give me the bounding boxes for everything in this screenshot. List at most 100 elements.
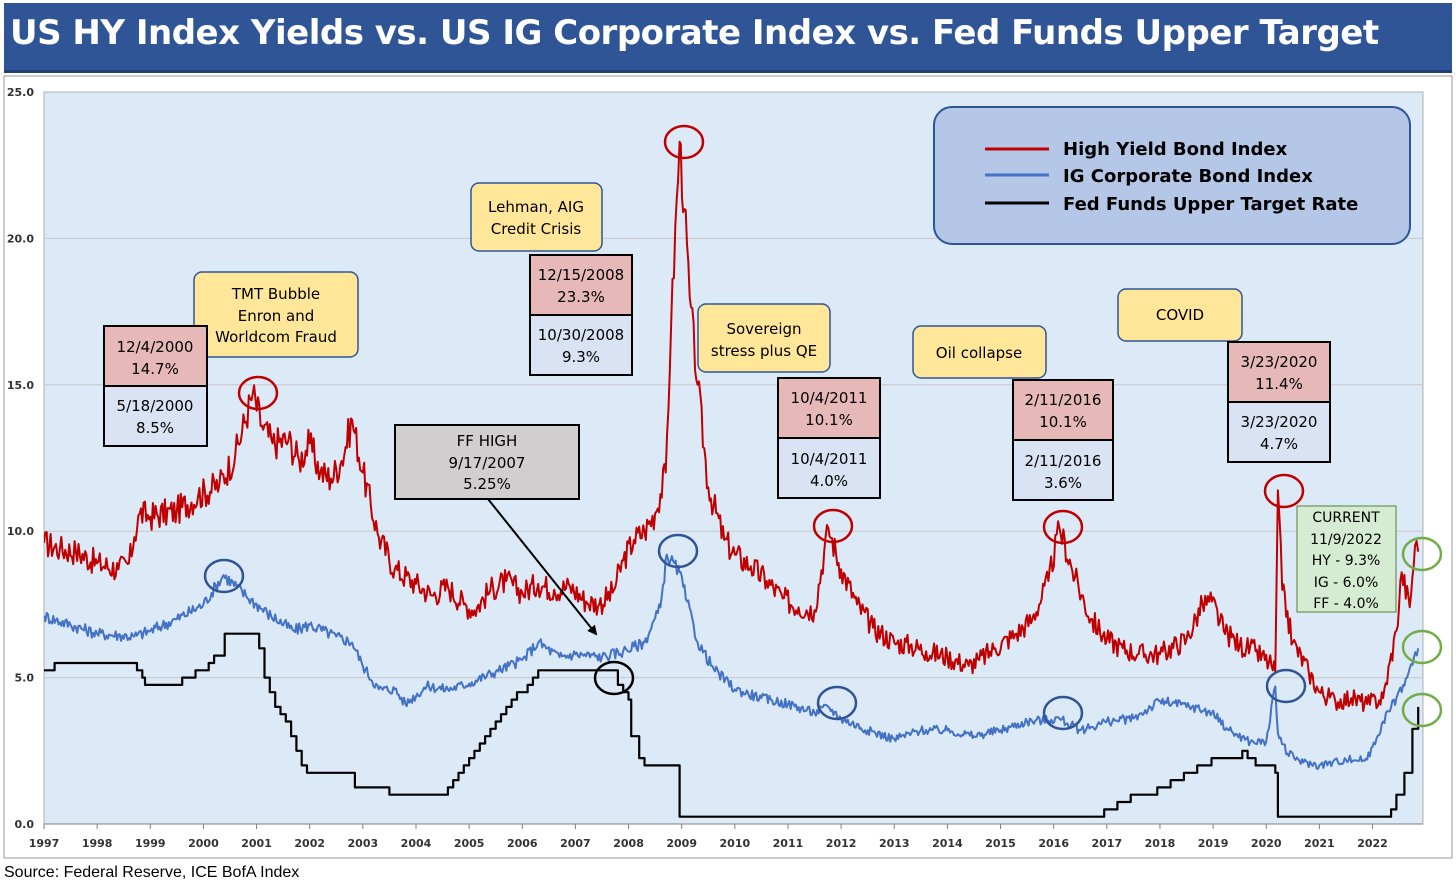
- legend-ff-label: Fed Funds Upper Target Rate: [1063, 194, 1358, 215]
- date-box-2000-hy-value: 14.7%: [131, 360, 179, 378]
- x-tick-label: 2018: [1145, 837, 1176, 850]
- ff-high-line-2: 9/17/2007: [449, 454, 526, 472]
- ig-peak-2011-circle: [816, 685, 858, 721]
- x-tick-label: 2014: [932, 837, 963, 850]
- sovereign-line-2: stress plus QE: [711, 342, 817, 360]
- x-tick-label: 2002: [294, 837, 325, 850]
- current-ig-circle: [1401, 629, 1443, 665]
- x-tick-label: 2012: [826, 837, 857, 850]
- tmt-bubble-callout: TMT Bubble Enron and Worldcom Fraud: [193, 271, 359, 358]
- x-tick-label: 2007: [560, 837, 591, 850]
- x-tick-label: 2005: [454, 837, 485, 850]
- hy-peak-2011-circle: [812, 508, 854, 544]
- x-tick-label: 2015: [985, 837, 1016, 850]
- date-box-2008-ig-date: 10/30/2008: [538, 326, 624, 344]
- x-tick-label: 1999: [135, 837, 166, 850]
- legend-box: [933, 106, 1411, 245]
- hy-peak-2000-circle: [237, 375, 279, 411]
- date-box-2016-hy-date: 2/11/2016: [1025, 391, 1102, 409]
- x-tick-label: 2008: [613, 837, 644, 850]
- date-box-2008: 12/15/2008 23.3% 10/30/2008 9.3%: [529, 254, 633, 376]
- current-line-3: HY - 9.3%: [1312, 553, 1381, 569]
- legend: High Yield Bond Index IG Corporate Bond …: [933, 106, 1411, 245]
- ff-high-line-3: 5.25%: [463, 475, 511, 493]
- hy-peak-2008-circle: [663, 124, 705, 160]
- date-box-2000: 12/4/2000 14.7% 5/18/2000 8.5%: [103, 325, 208, 447]
- legend-ig-label: IG Corporate Bond Index: [1063, 166, 1313, 187]
- lehman-callout: Lehman, AIG Credit Crisis: [470, 182, 603, 252]
- ff-high-circle: [593, 660, 635, 696]
- x-axis: 1997 1998 1999 2000 2001 2002 2003 2004 2005 2006…: [29, 823, 1423, 850]
- ff-high-line-1: FF HIGH: [457, 432, 518, 450]
- peak-circles: [203, 124, 1443, 731]
- current-ff-circle: [1401, 692, 1443, 728]
- x-tick-label: 2001: [241, 837, 272, 850]
- y-tick-label: 10.0: [7, 525, 34, 538]
- x-tick-label: 2017: [1092, 837, 1123, 850]
- date-box-2000-hy-date: 12/4/2000: [117, 338, 194, 356]
- sovereign-callout: Sovereign stress plus QE: [697, 303, 831, 373]
- ig-peak-2000-circle: [203, 558, 245, 594]
- ff-series-line: [44, 632, 1420, 818]
- date-box-2000-ig-value: 8.5%: [136, 419, 174, 437]
- date-box-2020-hy-value: 11.4%: [1255, 375, 1303, 393]
- current-line-5: FF - 4.0%: [1313, 596, 1379, 612]
- x-tick-label: 2000: [188, 837, 219, 850]
- ff-high-callout: FF HIGH 9/17/2007 5.25%: [394, 424, 580, 500]
- x-tick-label: 2020: [1251, 837, 1282, 850]
- tmt-line-1: TMT Bubble: [231, 285, 320, 303]
- date-box-2016-hy-value: 10.1%: [1039, 413, 1087, 431]
- x-tick-label: 2022: [1357, 837, 1388, 850]
- current-hy-circle: [1401, 536, 1443, 572]
- date-box-2011-ig-date: 10/4/2011: [791, 450, 868, 468]
- x-tick-label: 2003: [348, 837, 379, 850]
- y-tick-label: 20.0: [7, 232, 34, 245]
- date-box-2000-ig-date: 5/18/2000: [117, 397, 194, 415]
- hy-peak-2020-circle: [1263, 473, 1305, 509]
- date-box-2016-ig-value: 3.6%: [1044, 474, 1082, 492]
- covid-line-1: COVID: [1156, 306, 1204, 324]
- current-callout: CURRENT 11/9/2022 HY - 9.3% IG - 6.0% FF…: [1296, 505, 1397, 613]
- ig-peak-2020-circle: [1265, 668, 1307, 704]
- date-box-2011-hy-date: 10/4/2011: [791, 389, 868, 407]
- date-box-2011-ig-value: 4.0%: [810, 472, 848, 490]
- y-tick-label: 5.0: [15, 672, 35, 685]
- hy-series-line: [44, 140, 1420, 712]
- lehman-line-2: Credit Crisis: [491, 220, 582, 238]
- date-box-2011: 10/4/2011 10.1% 10/4/2011 4.0%: [777, 377, 881, 499]
- covid-callout: COVID: [1117, 288, 1243, 342]
- x-tick-label: 2004: [401, 837, 432, 850]
- source-note: Source: Federal Reserve, ICE BofA Index: [4, 864, 300, 881]
- x-tick-label: 2021: [1304, 837, 1335, 850]
- x-tick-label: 1998: [82, 837, 113, 850]
- x-tick-label: 2010: [720, 837, 751, 850]
- x-tick-label: 2013: [879, 837, 910, 850]
- x-tick-label: 2006: [507, 837, 538, 850]
- x-tick-label: 2019: [1198, 837, 1229, 850]
- y-tick-label: 15.0: [7, 379, 34, 392]
- x-tick-label: 2016: [1038, 837, 1069, 850]
- date-box-2020-hy-date: 3/23/2020: [1241, 353, 1318, 371]
- oil-collapse-callout: Oil collapse: [912, 325, 1047, 379]
- x-tick-label: 2009: [666, 837, 697, 850]
- date-box-2016: 2/11/2016 10.1% 2/11/2016 3.6%: [1012, 379, 1114, 501]
- date-box-2008-ig-value: 9.3%: [562, 348, 600, 366]
- date-box-2020-ig-value: 4.7%: [1260, 435, 1298, 453]
- sovereign-line-1: Sovereign: [726, 320, 801, 338]
- date-box-2008-hy-value: 23.3%: [557, 288, 605, 306]
- x-tick-label: 1997: [29, 837, 60, 850]
- tmt-line-2: Enron and: [238, 307, 315, 325]
- current-line-2: 11/9/2022: [1310, 532, 1382, 548]
- ig-peak-2016-circle: [1042, 695, 1084, 731]
- ff-high-arrow: [487, 498, 598, 636]
- tmt-line-3: Worldcom Fraud: [215, 328, 337, 346]
- series-lines: [44, 140, 1420, 818]
- title-bar: US HY Index Yields vs. US IG Corporate I…: [4, 3, 1452, 73]
- ig-peak-2008-circle: [657, 533, 699, 569]
- legend-hy-label: High Yield Bond Index: [1063, 139, 1288, 160]
- page-title: US HY Index Yields vs. US IG Corporate I…: [10, 13, 1379, 53]
- current-line-1: CURRENT: [1312, 510, 1380, 526]
- hy-peak-2016-circle: [1042, 509, 1084, 545]
- date-box-2016-ig-date: 2/11/2016: [1025, 452, 1102, 470]
